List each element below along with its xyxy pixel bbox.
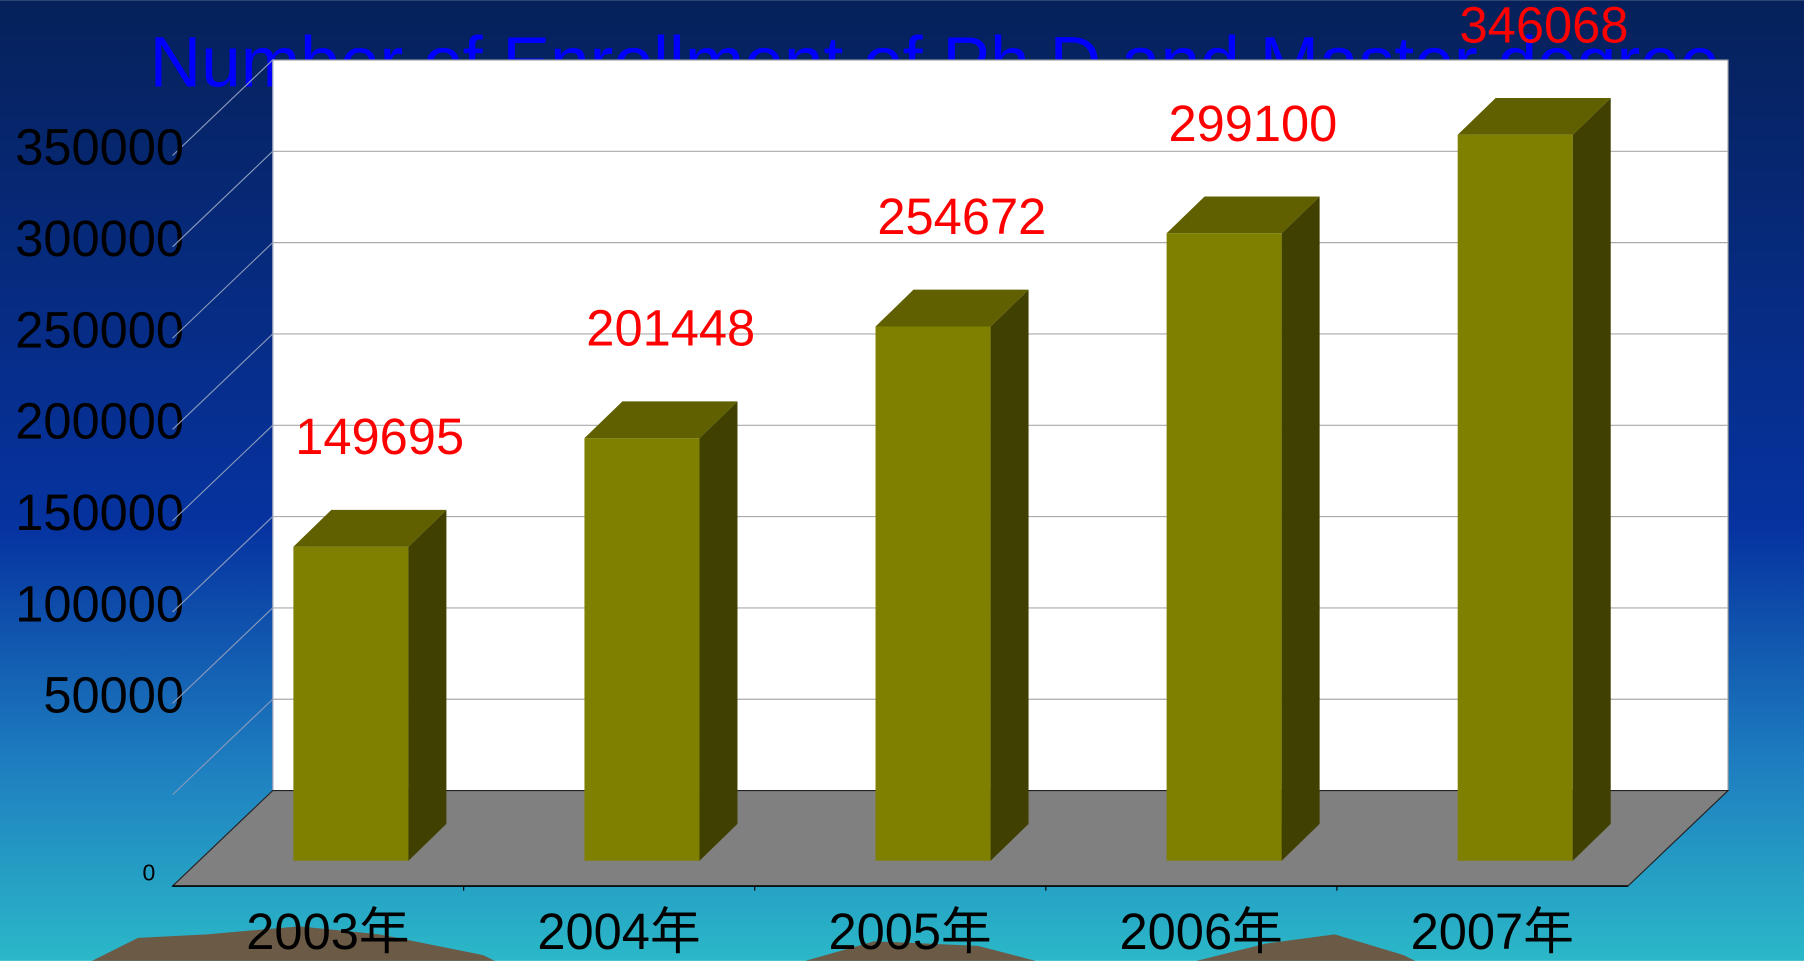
side-grid-line [172, 424, 274, 522]
data-label: 254672 [877, 188, 1046, 245]
bar-side [699, 401, 738, 861]
side-grid-line [172, 333, 274, 430]
side-grid-line [172, 150, 274, 248]
bar [1166, 233, 1282, 861]
bar-top [875, 289, 1029, 327]
plot-area: 0 50000 100000 150000 200000 250000 300000 3500… [15, 0, 1730, 960]
bar-top [584, 401, 738, 439]
data-label: 299100 [1168, 95, 1337, 152]
x-tick-label: 2005年 [828, 903, 991, 960]
x-tick-label: 2004年 [537, 903, 700, 960]
y-tick-label: 50000 [43, 667, 184, 724]
side-grid-line [172, 516, 274, 613]
x-tick-label: 2006年 [1120, 903, 1283, 960]
side-grid-line [172, 698, 274, 796]
y-tick-label: 350000 [15, 119, 184, 176]
x-tick-label: 2007年 [1411, 903, 1574, 960]
side-grid-line [172, 607, 274, 704]
x-tick-label: 2003年 [246, 903, 409, 960]
bar-side [990, 289, 1029, 861]
bar [293, 546, 409, 861]
bar [1457, 134, 1573, 861]
mountains [92, 926, 1416, 961]
bar-side [1572, 97, 1611, 861]
bar-side [408, 509, 447, 861]
y-tick-label: 100000 [15, 575, 184, 632]
data-label: 346068 [1460, 0, 1629, 53]
bar [584, 438, 700, 861]
data-label: 149695 [295, 408, 464, 465]
bar-top [1166, 196, 1320, 234]
bar [875, 326, 991, 861]
bar-top [293, 509, 447, 547]
bar-side [1281, 196, 1320, 861]
y-tick-label: 150000 [15, 484, 184, 541]
y-tick-label: 200000 [15, 393, 184, 450]
data-label: 201448 [586, 300, 755, 357]
y-tick-label: 0 [143, 860, 156, 886]
y-tick-label: 250000 [15, 301, 184, 358]
bar-top [1457, 97, 1611, 135]
y-tick-label: 300000 [15, 210, 184, 267]
side-grid-line [172, 242, 274, 339]
